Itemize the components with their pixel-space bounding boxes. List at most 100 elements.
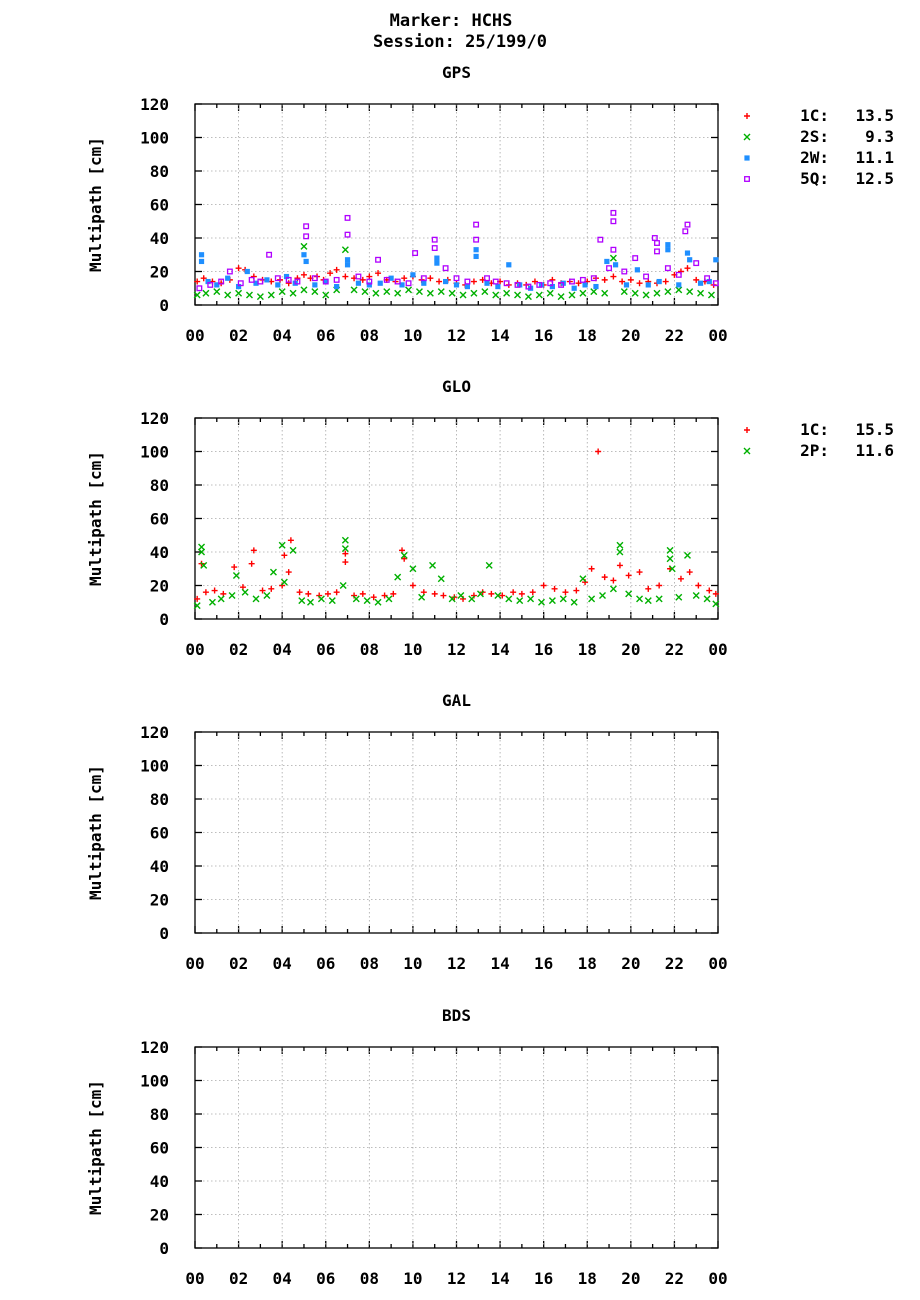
data-point <box>344 231 351 238</box>
data-point <box>666 555 674 563</box>
data-point <box>303 233 310 240</box>
data-point <box>237 280 244 287</box>
data-point <box>606 265 612 272</box>
data-point <box>341 536 349 544</box>
plot-frame <box>194 103 719 306</box>
data-point <box>549 283 555 290</box>
x-tick-label: 04 <box>273 954 292 973</box>
data-point <box>527 595 535 603</box>
data-point <box>442 265 449 272</box>
x-tick-label: 16 <box>534 326 553 345</box>
x-tick-label: 16 <box>534 640 553 659</box>
data-point <box>366 282 372 288</box>
data-point <box>656 278 662 285</box>
plot-frame <box>194 731 719 934</box>
y-tick-label: 120 <box>140 723 169 742</box>
data-point <box>244 268 250 275</box>
legend-series-name: 5Q: <box>800 169 829 188</box>
data-point <box>307 598 314 606</box>
data-point <box>616 541 624 549</box>
data-point <box>654 240 660 246</box>
data-point <box>620 288 628 296</box>
y-axis-label: Multipath [cm] <box>86 137 105 272</box>
y-tick-label: 100 <box>140 1072 169 1091</box>
data-point <box>687 257 693 263</box>
data-point <box>426 289 434 297</box>
data-point <box>409 565 417 573</box>
data-point <box>664 288 672 296</box>
y-axis-label: Multipath [cm] <box>86 765 105 900</box>
data-point <box>575 280 582 287</box>
data-point <box>470 289 478 297</box>
data-point <box>653 289 661 297</box>
data-point <box>570 598 578 606</box>
x-tick-label: 02 <box>229 640 248 659</box>
data-point <box>287 537 294 544</box>
data-point <box>644 597 652 605</box>
x-tick-label: 04 <box>273 1269 292 1288</box>
data-point <box>269 568 277 576</box>
data-point <box>484 280 490 286</box>
data-point <box>390 590 397 597</box>
data-point <box>595 448 602 455</box>
panel-title-gal: GAL <box>442 691 471 710</box>
x-tick-label: 16 <box>534 1269 553 1288</box>
x-tick-label: 20 <box>621 1269 640 1288</box>
y-tick-label: 20 <box>150 891 169 910</box>
data-point <box>510 589 517 596</box>
data-point <box>558 281 565 288</box>
x-tick-label: 00 <box>708 954 727 973</box>
data-point <box>405 286 413 294</box>
data-point <box>684 221 691 228</box>
x-tick-label: 08 <box>360 1269 379 1288</box>
x-tick-label: 20 <box>621 954 640 973</box>
legend-entry: 2W: 11.1 <box>744 148 894 167</box>
y-tick-label: 120 <box>140 95 169 114</box>
data-point <box>211 587 218 594</box>
data-point <box>434 260 440 266</box>
data-point <box>470 278 477 285</box>
data-point <box>202 589 209 596</box>
x-tick-label: 16 <box>534 954 553 973</box>
data-point <box>289 289 297 297</box>
data-point <box>464 278 471 285</box>
data-point <box>631 289 639 297</box>
data-point <box>381 592 388 599</box>
panel-title-glo: GLO <box>442 377 471 396</box>
legend-entry: 1C: 13.5 <box>744 106 894 125</box>
data-point <box>636 280 643 287</box>
data-point <box>686 569 693 576</box>
data-point <box>503 289 511 297</box>
legend-series-value: 15.5 <box>855 420 894 439</box>
data-point <box>328 597 336 605</box>
data-point <box>275 282 281 288</box>
x-tick-label: 22 <box>665 326 684 345</box>
data-point <box>645 585 652 592</box>
data-point <box>285 569 292 576</box>
x-tick-label: 18 <box>578 640 597 659</box>
data-point <box>257 278 264 285</box>
legend-marker <box>744 113 750 119</box>
data-point <box>459 291 467 299</box>
data-point <box>266 251 273 258</box>
data-point <box>529 589 536 596</box>
data-point <box>370 594 377 601</box>
data-point <box>366 278 373 285</box>
data-point <box>610 246 617 253</box>
data-point <box>448 595 456 603</box>
data-point <box>540 582 547 589</box>
data-point <box>194 595 201 602</box>
data-point <box>588 595 596 603</box>
data-point <box>285 276 292 283</box>
data-point <box>200 275 207 282</box>
data-point <box>559 595 567 603</box>
data-point <box>665 242 671 248</box>
data-point <box>712 280 719 287</box>
data-point <box>571 285 577 291</box>
data-point <box>597 236 604 243</box>
data-point <box>664 265 671 272</box>
data-point <box>712 600 720 608</box>
x-tick-label: 06 <box>316 326 335 345</box>
data-point <box>676 282 682 288</box>
